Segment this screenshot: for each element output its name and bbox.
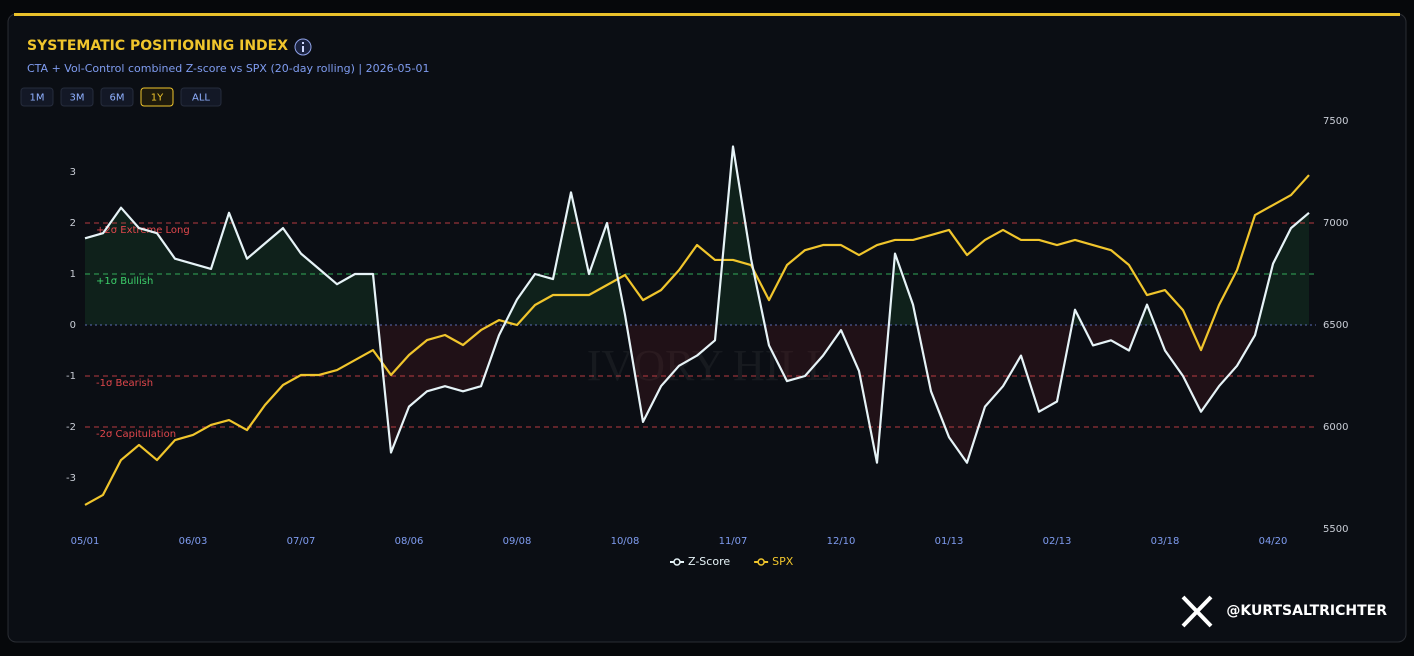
x-tick-label: 01/13 bbox=[935, 536, 964, 547]
reference-label: -1σ Bearish bbox=[96, 378, 153, 389]
x-tick-label: 03/18 bbox=[1151, 536, 1180, 547]
range-button[interactable]: ALL bbox=[180, 87, 222, 107]
y-tick-label: -1 bbox=[66, 371, 76, 382]
range-button-box bbox=[20, 87, 54, 107]
footer-handle: @KURTSALTRICHTER bbox=[1226, 603, 1387, 619]
x-tick-label: 09/08 bbox=[503, 536, 532, 547]
y2-tick-label: 6000 bbox=[1323, 422, 1348, 433]
info-icon[interactable] bbox=[294, 38, 312, 56]
range-button-label: 6M bbox=[110, 93, 125, 104]
y2-tick-label: 7000 bbox=[1323, 218, 1348, 229]
y2-tick-label: 5500 bbox=[1323, 524, 1348, 535]
legend-marker bbox=[757, 558, 765, 566]
x-logo bbox=[1181, 595, 1213, 628]
x-tick-label: 06/03 bbox=[179, 536, 208, 547]
y2-tick-label: 6500 bbox=[1323, 320, 1348, 331]
y-tick-label: -2 bbox=[66, 422, 76, 433]
top-accent bbox=[14, 13, 1400, 16]
x-tick-label: 05/01 bbox=[71, 536, 100, 547]
range-button-label: 1M bbox=[30, 93, 45, 104]
y-tick-label: -3 bbox=[66, 473, 76, 484]
subtitle: CTA + Vol-Control combined Z-score vs SP… bbox=[27, 62, 430, 75]
legend-marker bbox=[673, 558, 681, 566]
z-area-positive bbox=[85, 146, 1309, 325]
x-tick-label: 10/08 bbox=[611, 536, 640, 547]
range-button-box bbox=[60, 87, 94, 107]
y-tick-label: 3 bbox=[70, 167, 76, 178]
y-tick-label: 2 bbox=[70, 218, 76, 229]
range-button[interactable]: 3M bbox=[60, 87, 94, 107]
x-tick-label: 04/20 bbox=[1259, 536, 1288, 547]
y-tick-label: 0 bbox=[70, 320, 76, 331]
range-button-label: 3M bbox=[70, 93, 85, 104]
x-tick-label: 07/07 bbox=[287, 536, 316, 547]
y-tick-label: 1 bbox=[70, 269, 76, 280]
range-button[interactable]: 1M bbox=[20, 87, 54, 107]
range-button-label: ALL bbox=[192, 93, 210, 104]
series-line bbox=[84, 145, 1310, 464]
legend-label: SPX bbox=[772, 555, 794, 568]
x-tick-label: 12/10 bbox=[827, 536, 856, 547]
reference-label: +1σ Bullish bbox=[96, 276, 153, 287]
z-area-negative bbox=[85, 325, 1309, 463]
title: SYSTEMATIC POSITIONING INDEX bbox=[27, 38, 288, 54]
range-button[interactable]: 6M bbox=[100, 87, 134, 107]
reference-label: +2σ Extreme Long bbox=[96, 225, 190, 236]
range-button-box bbox=[140, 87, 174, 107]
x-tick-label: 11/07 bbox=[719, 536, 748, 547]
range-button[interactable]: 1Y bbox=[140, 87, 174, 107]
series-line bbox=[84, 174, 1310, 506]
watermark: IVORY HILL bbox=[587, 341, 833, 390]
range-button-box bbox=[180, 87, 222, 107]
range-button-label: 1Y bbox=[151, 93, 164, 104]
reference-label: -2σ Capitulation bbox=[96, 429, 176, 440]
y2-tick-label: 7500 bbox=[1323, 116, 1348, 127]
x-tick-label: 08/06 bbox=[395, 536, 424, 547]
range-button-box bbox=[100, 87, 134, 107]
x-tick-label: 02/13 bbox=[1043, 536, 1072, 547]
legend-label: Z-Score bbox=[688, 555, 730, 568]
